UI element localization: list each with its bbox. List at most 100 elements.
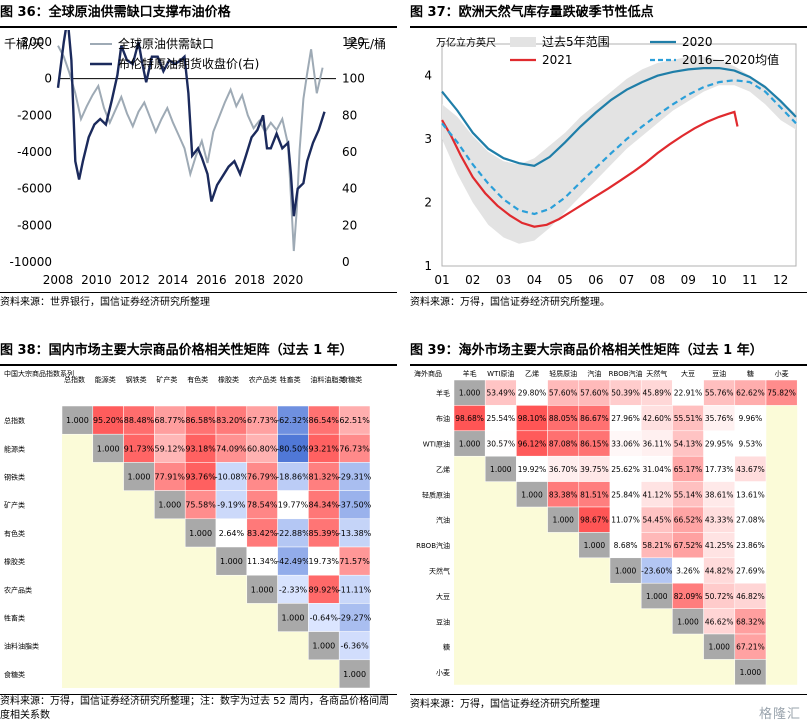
matrix-cell-value: -13.38%: [338, 529, 372, 538]
matrix-cell: [734, 481, 767, 508]
matrix-cell-value: 1.000: [646, 592, 668, 601]
matrix-cell-value: 98.68%: [455, 414, 484, 423]
legend-label-3: 2016—2020均值: [682, 52, 779, 67]
right-axis-unit: 美元/桶: [346, 36, 386, 51]
matrix-cell: [734, 557, 767, 584]
matrix-cell-value: 27.96%: [611, 414, 640, 423]
matrix-cell: [484, 430, 517, 457]
figure-38-panel: 图 38：国内市场主要大宗商品价格相关性矩阵（过去 1 年） 中国大宗商品指数系…: [0, 338, 397, 726]
matrix-cell: [547, 379, 580, 406]
matrix-cell: [578, 506, 611, 533]
matrix-cell-value: 65.17%: [674, 465, 703, 474]
matrix-cell-value: 68.77%: [155, 416, 186, 425]
x-tick-label: 03: [496, 273, 511, 287]
matrix-corner-label: 中国大宗商品指数系列: [4, 369, 74, 378]
matrix-cell-value: 62.62%: [736, 389, 765, 398]
figure-36-source: 资料来源：世界银行，国信证券经济研究所整理: [0, 292, 397, 313]
matrix-cell-value: 86.54%: [309, 416, 340, 425]
figure-38-source: 资料来源：万得，国信证券经济研究所整理；注：数字为过去 52 周内，各商品价格间…: [0, 694, 397, 725]
matrix-cell: [246, 490, 278, 520]
matrix-cell-value: 31.04%: [642, 465, 671, 474]
x-tick-label: 2018: [234, 273, 265, 287]
column-header: 橡胶类: [218, 375, 239, 384]
matrix-cell-value: 11.34%: [247, 557, 278, 566]
matrix-cell: [92, 433, 124, 463]
figure-39-matrix: 海外商品 羊毛 WTI原油 乙烯 轻质原油 汽油 RBOB汽油 天然气 大豆 豆油糖小麦羊毛布油W…: [414, 369, 798, 686]
matrix-cell-value: 36.70%: [549, 465, 578, 474]
matrix-cell-value: 89.92%: [309, 585, 340, 594]
y-tick-label: 2: [424, 196, 432, 210]
matrix-cell-value: 83.38%: [549, 490, 578, 499]
figure-39-title: 图 39：海外市场主要大宗商品价格相关性矩阵（过去 1 年）: [410, 338, 807, 366]
matrix-cell-value: 60.80%: [247, 444, 278, 453]
column-header: 乙烯: [525, 369, 539, 378]
matrix-cell: [154, 405, 186, 435]
matrix-cell-value: 1.000: [282, 614, 305, 623]
matrix-cell: [672, 455, 704, 482]
matrix-cell: [703, 379, 736, 406]
matrix-cell-value: 35.76%: [705, 414, 734, 423]
matrix-cell-value: 1.000: [584, 541, 606, 550]
matrix-cell: [672, 379, 704, 406]
row-header: 牲畜类: [4, 614, 25, 623]
matrix-cell: [734, 633, 767, 660]
row-header: 矿产类: [4, 501, 25, 510]
series-line-2016—2020均值: [441, 79, 797, 216]
matrix-cell-value: 93.76%: [185, 473, 216, 482]
matrix-cell: [184, 405, 217, 435]
series-line-2021: [441, 110, 739, 228]
legend-label-0: 过去5年范围: [542, 35, 610, 49]
matrix-cell: [338, 603, 371, 632]
matrix-cell: [123, 433, 155, 463]
matrix-cell-value: 33.06%: [611, 440, 640, 449]
matrix-cell-value: 29.80%: [518, 389, 547, 398]
y-right-tick-label: 40: [342, 182, 357, 196]
matrix-cell-value: 1.000: [708, 643, 730, 652]
column-header: 糖: [747, 369, 754, 378]
legend-label-2: 2021: [542, 53, 573, 67]
matrix-cell-value: 1.000: [97, 444, 120, 453]
matrix-cell: [547, 506, 580, 533]
matrix-cell-value: 30.57%: [486, 440, 515, 449]
row-header: 大豆: [436, 592, 450, 601]
matrix-cell: [215, 462, 248, 491]
figure-37-title: 图 37：欧洲天然气库存量跌破季节性低点: [410, 0, 807, 28]
matrix-cell-value: -18.86%: [276, 473, 310, 482]
row-header: WTI原油: [423, 440, 450, 449]
matrix-cell-value: -9.19%: [217, 501, 246, 510]
matrix-cell-value: 1.000: [251, 585, 274, 594]
matrix-cell: [338, 433, 371, 463]
matrix-cell: [246, 405, 278, 435]
y-axis-unit: 万亿立方英尺: [436, 36, 496, 49]
matrix-cell-value: 82.09%: [674, 592, 703, 601]
matrix-cell: [672, 557, 704, 584]
matrix-cell-value: 81.32%: [309, 473, 340, 482]
matrix-cell: [578, 481, 611, 508]
matrix-cell: [703, 633, 736, 660]
matrix-cell-value: 74.09%: [216, 444, 247, 453]
x-tick-label: 07: [619, 273, 634, 287]
matrix-cell-value: -29.27%: [338, 614, 372, 623]
matrix-cell: [338, 518, 371, 548]
range-band: [442, 56, 796, 244]
column-header: 汽油: [587, 369, 601, 378]
matrix-cell: [672, 430, 704, 457]
matrix-cell-value: 91.73%: [124, 444, 155, 453]
matrix-cell: [547, 405, 580, 432]
matrix-cell: [609, 430, 642, 457]
matrix-cell-value: 54.13%: [674, 440, 703, 449]
matrix-cell: [277, 462, 309, 491]
matrix-cell-value: 11.07%: [611, 516, 640, 525]
column-header: 小麦: [775, 369, 789, 378]
column-header: 总指数: [64, 375, 85, 384]
matrix-cell-value: 86.15%: [580, 440, 609, 449]
matrix-cell-value: 27.69%: [736, 567, 765, 576]
matrix-cell: [672, 532, 704, 559]
matrix-cell-value: 66.52%: [674, 516, 703, 525]
matrix-cell-value: 39.75%: [580, 465, 609, 474]
x-tick-label: 2010: [81, 273, 112, 287]
matrix-cell: [734, 430, 767, 457]
matrix-cell: [640, 582, 673, 609]
row-header: 羊毛: [436, 389, 450, 398]
matrix-cell-value: 78.54%: [247, 501, 278, 510]
